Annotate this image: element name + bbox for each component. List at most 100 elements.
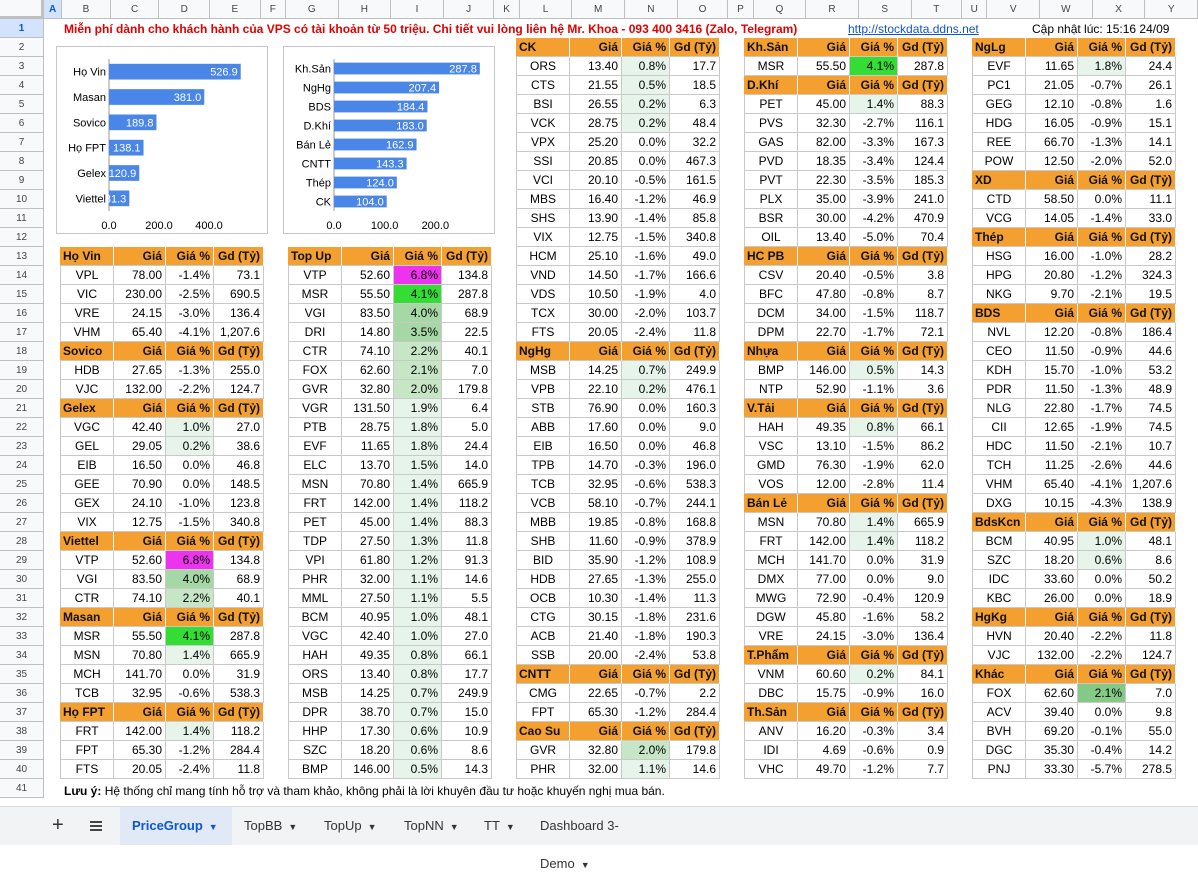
volume-cell[interactable]: 136.4 [898, 627, 948, 646]
volume-cell[interactable]: 14.6 [670, 760, 720, 779]
row-header-37[interactable]: 37 [0, 703, 44, 722]
column-label[interactable]: Giá % [166, 703, 214, 722]
price-cell[interactable]: 18.20 [342, 741, 394, 760]
change-cell[interactable]: -0.6% [166, 684, 214, 703]
change-cell[interactable]: 2.2% [166, 589, 214, 608]
row-header-41[interactable]: 41 [0, 779, 44, 798]
volume-cell[interactable]: 231.6 [670, 608, 720, 627]
group-title[interactable]: Cao Su [516, 722, 570, 741]
column-label[interactable]: Giá [570, 665, 622, 684]
row-header-6[interactable]: 6 [0, 114, 44, 133]
ticker-cell[interactable]: DPM [744, 323, 798, 342]
ticker-cell[interactable]: MSR [288, 285, 342, 304]
column-header-b[interactable]: B [62, 0, 111, 19]
ticker-cell[interactable]: DBC [744, 684, 798, 703]
volume-cell[interactable]: 27.0 [442, 627, 492, 646]
caret-down-icon[interactable]: ▼ [580, 860, 590, 870]
group-title[interactable]: T.Phẩm [744, 646, 798, 665]
change-cell[interactable]: 1.8% [394, 437, 442, 456]
group-title[interactable]: HgKg [972, 608, 1026, 627]
change-cell[interactable]: -1.5% [166, 513, 214, 532]
volume-cell[interactable]: 17.7 [670, 57, 720, 76]
ticker-cell[interactable]: CTR [288, 342, 342, 361]
price-cell[interactable]: 16.50 [570, 437, 622, 456]
ticker-cell[interactable]: EVF [288, 437, 342, 456]
price-cell[interactable]: 35.90 [570, 551, 622, 570]
price-cell[interactable]: 25.10 [570, 247, 622, 266]
bar[interactable] [109, 139, 144, 156]
column-label[interactable]: Giá % [850, 646, 898, 665]
column-label[interactable]: Giá [114, 703, 166, 722]
column-label[interactable]: Giá % [1078, 38, 1126, 57]
column-header-l[interactable]: L [519, 0, 573, 19]
column-label[interactable]: Gd (Tỷ) [898, 38, 948, 57]
volume-cell[interactable]: 148.5 [214, 475, 264, 494]
price-cell[interactable]: 30.15 [570, 608, 622, 627]
volume-cell[interactable]: 14.0 [442, 456, 492, 475]
change-cell[interactable]: 0.5% [622, 76, 670, 95]
group-title[interactable]: BDS [972, 304, 1026, 323]
change-cell[interactable]: -0.7% [622, 494, 670, 513]
price-cell[interactable]: 49.70 [798, 760, 850, 779]
volume-cell[interactable]: 52.0 [1126, 152, 1176, 171]
volume-cell[interactable]: 68.9 [442, 304, 492, 323]
change-cell[interactable]: 4.1% [850, 57, 898, 76]
group-title[interactable]: V.Tải [744, 399, 798, 418]
column-label[interactable]: Giá % [1078, 171, 1126, 190]
ticker-cell[interactable]: TPB [516, 456, 570, 475]
ticker-cell[interactable]: VTP [288, 266, 342, 285]
ticker-cell[interactable]: HCM [516, 247, 570, 266]
volume-cell[interactable]: 2.2 [670, 684, 720, 703]
change-cell[interactable]: 1.1% [394, 570, 442, 589]
change-cell[interactable]: 0.5% [394, 760, 442, 779]
ticker-cell[interactable]: EVF [972, 57, 1026, 76]
change-cell[interactable]: 4.1% [166, 627, 214, 646]
change-cell[interactable]: 1.4% [394, 513, 442, 532]
price-cell[interactable]: 52.60 [342, 266, 394, 285]
change-cell[interactable]: -1.4% [166, 266, 214, 285]
ticker-cell[interactable]: EIB [60, 456, 114, 475]
group-title[interactable]: Thép [972, 228, 1026, 247]
ticker-cell[interactable]: MCH [60, 665, 114, 684]
price-cell[interactable]: 49.35 [798, 418, 850, 437]
price-cell[interactable]: 10.30 [570, 589, 622, 608]
volume-cell[interactable]: 19.5 [1126, 285, 1176, 304]
price-cell[interactable]: 131.50 [342, 399, 394, 418]
change-cell[interactable]: 0.0% [1078, 570, 1126, 589]
volume-cell[interactable]: 8.6 [1126, 551, 1176, 570]
price-cell[interactable]: 13.40 [342, 665, 394, 684]
change-cell[interactable]: -3.4% [850, 152, 898, 171]
change-cell[interactable]: -2.1% [1078, 437, 1126, 456]
volume-cell[interactable]: 287.8 [214, 627, 264, 646]
change-cell[interactable]: 2.0% [622, 741, 670, 760]
volume-cell[interactable]: 86.2 [898, 437, 948, 456]
column-label[interactable]: Giá [114, 532, 166, 551]
ticker-cell[interactable]: HDG [972, 114, 1026, 133]
group-title[interactable]: D.Khí [744, 76, 798, 95]
volume-cell[interactable]: 7.0 [1126, 684, 1176, 703]
row-header-32[interactable]: 32 [0, 608, 44, 627]
row-header-19[interactable]: 19 [0, 361, 44, 380]
volume-cell[interactable]: 9.0 [670, 418, 720, 437]
change-cell[interactable]: 0.0% [622, 133, 670, 152]
ticker-cell[interactable]: DXG [972, 494, 1026, 513]
price-cell[interactable]: 55.50 [342, 285, 394, 304]
ticker-cell[interactable]: FTS [60, 760, 114, 779]
price-cell[interactable]: 27.50 [342, 589, 394, 608]
column-header-h[interactable]: H [338, 0, 392, 19]
change-cell[interactable]: -2.5% [166, 285, 214, 304]
volume-cell[interactable]: 11.1 [1126, 190, 1176, 209]
change-cell[interactable]: -1.5% [850, 437, 898, 456]
ticker-cell[interactable]: VHM [60, 323, 114, 342]
change-cell[interactable]: -0.6% [622, 475, 670, 494]
bar[interactable] [109, 114, 157, 131]
group-title[interactable]: Masan [60, 608, 114, 627]
ticker-cell[interactable]: FTS [516, 323, 570, 342]
column-label[interactable]: Giá % [850, 247, 898, 266]
change-cell[interactable]: -0.1% [1078, 722, 1126, 741]
volume-cell[interactable]: 44.6 [1126, 342, 1176, 361]
ticker-cell[interactable]: MBS [516, 190, 570, 209]
price-cell[interactable]: 12.20 [1026, 323, 1078, 342]
group-value-chart[interactable]: Họ Vin 526.9 Masan 381.0 Sovico 189.8 Họ FPT 13… [56, 46, 268, 234]
change-cell[interactable]: 0.8% [850, 418, 898, 437]
